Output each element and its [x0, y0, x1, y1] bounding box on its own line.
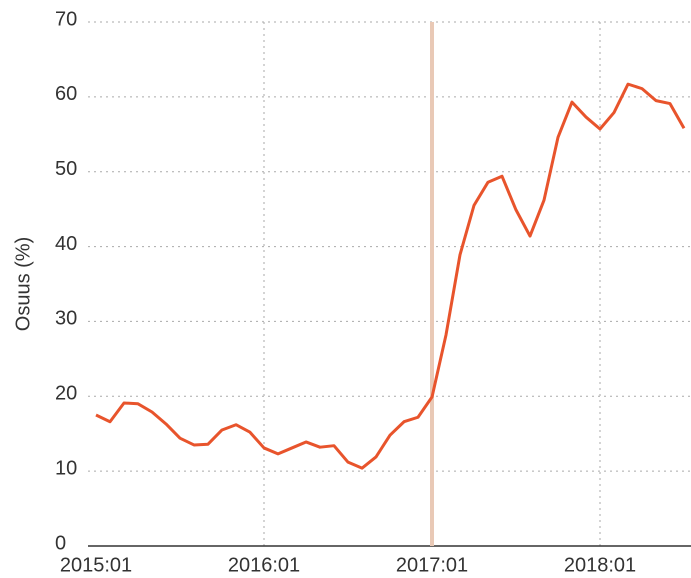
y-tick-label: 0: [55, 532, 66, 554]
y-tick-label: 50: [55, 158, 77, 180]
y-tick-label: 70: [55, 8, 77, 30]
y-tick-label: 30: [55, 308, 77, 330]
x-tick-label: 2015:01: [60, 554, 132, 576]
data-line: [95, 82, 686, 470]
y-tick-label: 10: [55, 457, 77, 479]
x-tick-label: 2016:01: [228, 554, 300, 576]
y-tick-label: 20: [55, 383, 77, 405]
y-tick-label: 60: [55, 83, 77, 105]
y-tick-label: 40: [55, 233, 77, 255]
y-axis-label: Osuus (%): [12, 237, 34, 331]
x-tick-label: 2017:01: [396, 554, 468, 576]
x-tick-label: 2018:01: [564, 554, 636, 576]
